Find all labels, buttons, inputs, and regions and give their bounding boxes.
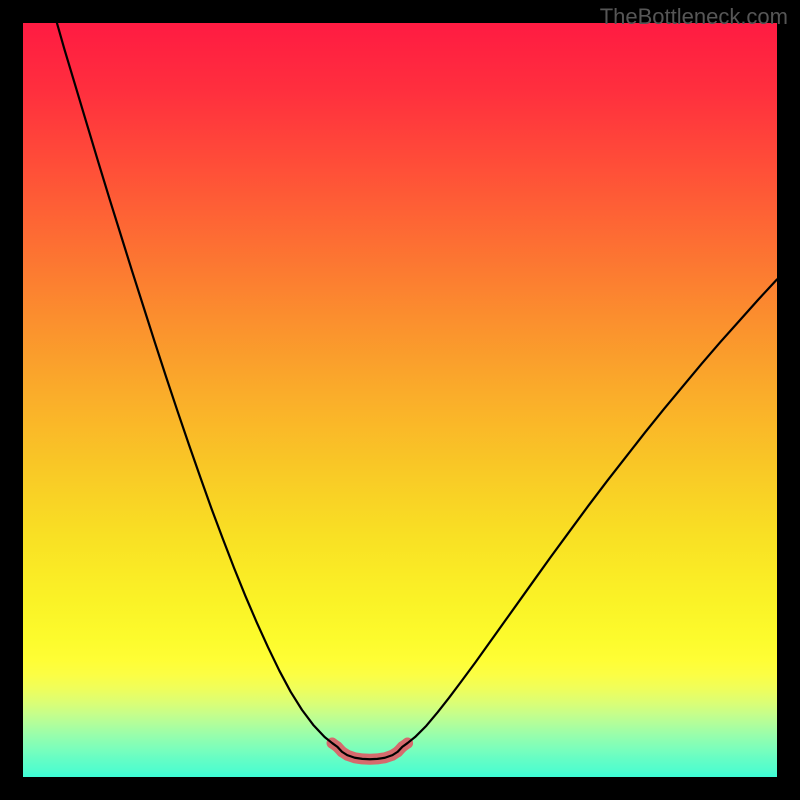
plot-area — [23, 23, 777, 777]
watermark-text: TheBottleneck.com — [600, 4, 788, 30]
gradient-background — [23, 23, 777, 777]
chart-svg — [23, 23, 777, 777]
